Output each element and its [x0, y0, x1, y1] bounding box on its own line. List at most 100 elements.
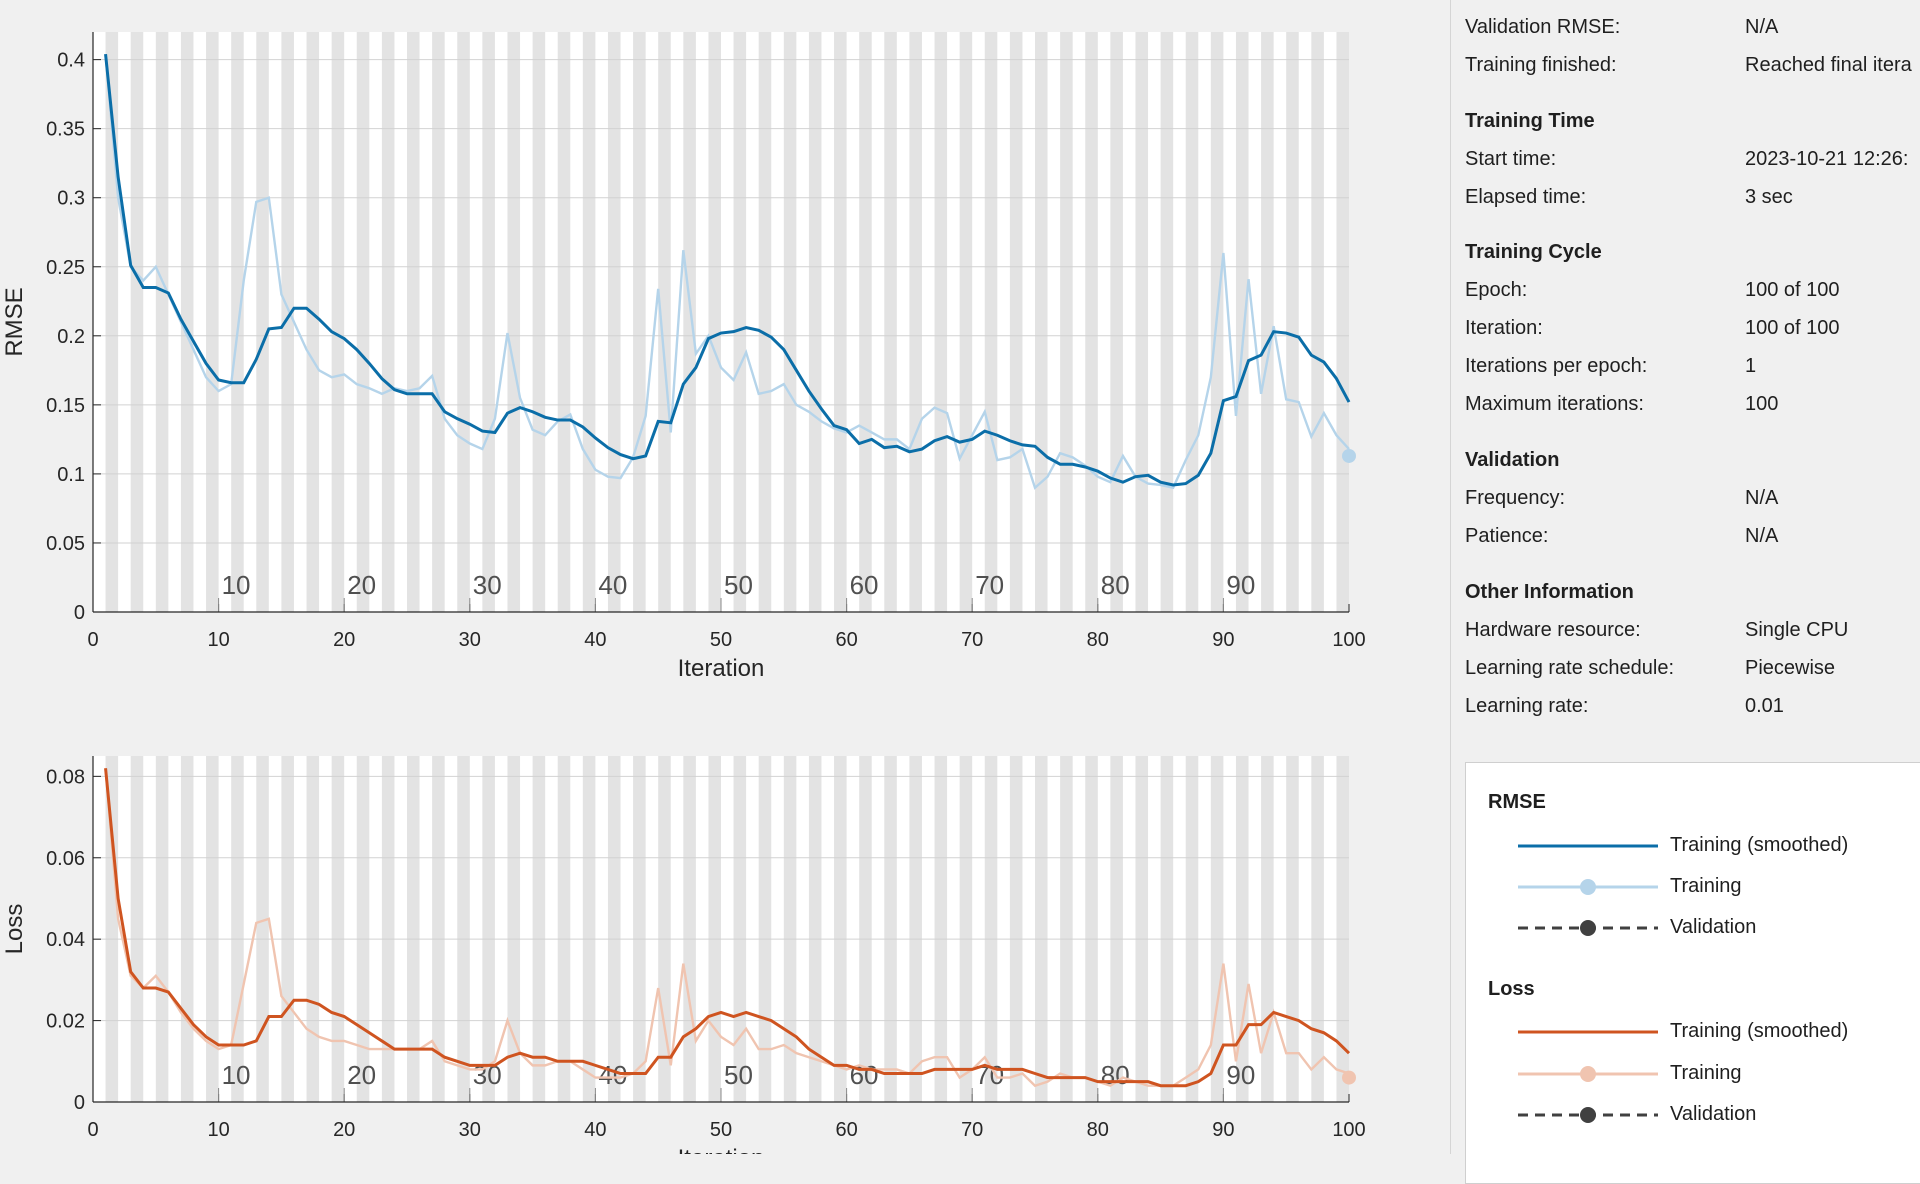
loss-epoch-label: 50 — [724, 1060, 753, 1090]
rmse-epoch-stripe — [884, 32, 897, 612]
rmse-epoch-stripe — [1009, 32, 1023, 612]
rmse-epoch-stripe — [155, 32, 169, 612]
loss-epoch-stripe — [633, 756, 646, 1102]
rmse-epoch-stripe — [1185, 32, 1199, 612]
rmse-epoch-stripe — [281, 32, 294, 612]
rmse-epoch-stripe — [859, 32, 872, 612]
legend-panel: RMSE Training (smoothed) Training Valida… — [1465, 762, 1920, 1184]
rmse-epoch-stripe — [256, 32, 269, 612]
rmse-epoch-stripe — [557, 32, 571, 612]
rmse-ylabel: RMSE — [1, 287, 28, 356]
loss-epoch-stripe — [256, 756, 269, 1102]
rmse-xtick-label: 60 — [835, 629, 857, 651]
info-label-learning-rate-schedule: Learning rate schedule: — [1465, 657, 1675, 679]
rmse-epoch-stripe — [1085, 32, 1098, 612]
rmse-xtick-label: 80 — [1087, 629, 1109, 651]
rmse-epoch-stripe — [909, 32, 922, 612]
loss-epoch-stripe — [155, 756, 169, 1102]
rmse-epoch-stripe — [407, 32, 420, 612]
rmse-epoch-stripe — [331, 32, 345, 612]
loss-ytick-label: 0 — [74, 1092, 85, 1114]
loss-xtick-label: 20 — [333, 1119, 355, 1141]
loss-series-training — [104, 768, 1350, 1088]
rmse-epoch-stripe — [1160, 32, 1174, 612]
rmse-epoch-label: 70 — [975, 570, 1004, 600]
loss-epoch-stripe — [1160, 756, 1174, 1102]
rmse-series-training — [104, 53, 1350, 490]
loss-epoch-stripe — [834, 756, 847, 1102]
loss-epoch-stripe — [281, 756, 294, 1102]
loss-epoch-stripe — [1009, 756, 1023, 1102]
rmse-xtick-label: 30 — [459, 629, 481, 651]
rmse-epoch-label: 50 — [724, 570, 753, 600]
loss-xtick-label: 80 — [1087, 1119, 1109, 1141]
rmse-epoch-stripe — [105, 32, 119, 612]
loss-epoch-stripe — [306, 756, 320, 1102]
legend-swatch-rmse-smoothed — [1518, 844, 1658, 848]
legend-swatch-rmse-training — [1518, 879, 1658, 895]
loss-epoch-stripe — [582, 756, 596, 1102]
loss-epoch-stripe — [1085, 756, 1098, 1102]
rmse-epoch-label: 90 — [1226, 570, 1255, 600]
rmse-xtick-label: 50 — [710, 629, 732, 651]
rmse-epoch-label: 40 — [598, 570, 627, 600]
info-value-maximum-iterations: 100 — [1745, 393, 1779, 415]
info-label-iterations-per-epoch: Iterations per epoch: — [1465, 355, 1648, 377]
legend-label-loss-validation: Validation — [1670, 1103, 1757, 1125]
info-label-elapsed-time: Elapsed time: — [1465, 186, 1587, 208]
rmse-epoch-label: 30 — [473, 570, 502, 600]
rmse-epoch-stripe — [457, 32, 470, 612]
loss-epoch-stripe — [457, 756, 470, 1102]
legend-swatch-loss-validation — [1518, 1107, 1658, 1123]
rmse-ytick-label: 0.3 — [57, 188, 85, 210]
loss-xtick-label: 10 — [207, 1119, 229, 1141]
rmse-epoch-stripe — [733, 32, 747, 612]
rmse-epoch-stripe — [130, 32, 144, 612]
loss-ytick-label: 0.06 — [46, 848, 85, 870]
rmse-chart: 0 0.05 0.1 0.15 0.2 0.25 0.3 0.35 0.4 0 10 20 30 40 50… — [1, 32, 1366, 682]
legend-label-rmse-training: Training — [1670, 875, 1742, 897]
loss-epoch-label: 10 — [222, 1060, 251, 1090]
rmse-epoch-stripe — [1060, 32, 1073, 612]
info-value-frequency: N/A — [1745, 487, 1779, 509]
info-label-epoch: Epoch: — [1465, 279, 1528, 301]
info-label-validation-rmse: Validation RMSE: — [1465, 16, 1621, 38]
rmse-epoch-stripe — [1135, 32, 1149, 612]
loss-epoch-stripe — [934, 756, 948, 1102]
loss-epoch-stripe — [532, 756, 546, 1102]
legend-swatch-loss-smoothed — [1518, 1030, 1658, 1034]
loss-epoch-stripe — [381, 756, 395, 1102]
loss-ytick-label: 0.02 — [46, 1011, 85, 1033]
rmse-epoch-stripe — [633, 32, 646, 612]
info-label-training-finished: Training finished: — [1465, 54, 1617, 76]
info-value-learning-rate-schedule: Piecewise — [1745, 657, 1836, 679]
rmse-epoch-stripe — [1235, 32, 1249, 612]
rmse-epoch-stripe — [180, 32, 194, 612]
loss-epoch-stripe — [356, 756, 370, 1102]
loss-xtick-label: 90 — [1212, 1119, 1234, 1141]
loss-epoch-stripe — [783, 756, 797, 1102]
rmse-epoch-stripe — [582, 32, 596, 612]
section-title-training-time: Training Time — [1465, 110, 1595, 132]
section-title-training-cycle: Training Cycle — [1465, 241, 1602, 263]
loss-epoch-label: 60 — [850, 1060, 879, 1090]
loss-epoch-stripe — [105, 756, 119, 1102]
info-label-start-time: Start time: — [1465, 148, 1557, 170]
rmse-ytick-label: 0.2 — [57, 326, 85, 348]
loss-epoch-stripe — [1135, 756, 1149, 1102]
info-label-learning-rate: Learning rate: — [1465, 695, 1589, 717]
info-label-maximum-iterations: Maximum iterations: — [1465, 393, 1644, 415]
loss-xtick-label: 70 — [961, 1119, 983, 1141]
rmse-ytick-label: 0.1 — [57, 464, 85, 486]
loss-ylabel: Loss — [1, 904, 28, 955]
rmse-epoch-stripe — [959, 32, 973, 612]
rmse-ytick-label: 0.25 — [46, 257, 85, 279]
rmse-xtick-label: 0 — [87, 629, 98, 651]
loss-epoch-stripe — [758, 756, 772, 1102]
rmse-epoch-stripe — [432, 32, 445, 612]
loss-series-training-smoothed — [104, 768, 1351, 1088]
loss-epoch-stripe — [683, 756, 696, 1102]
rmse-epoch-stripe — [1035, 32, 1048, 612]
rmse-epoch-stripe — [381, 32, 395, 612]
training-info-panel: Validation RMSE: N/A Training finished: … — [1450, 0, 1920, 1184]
